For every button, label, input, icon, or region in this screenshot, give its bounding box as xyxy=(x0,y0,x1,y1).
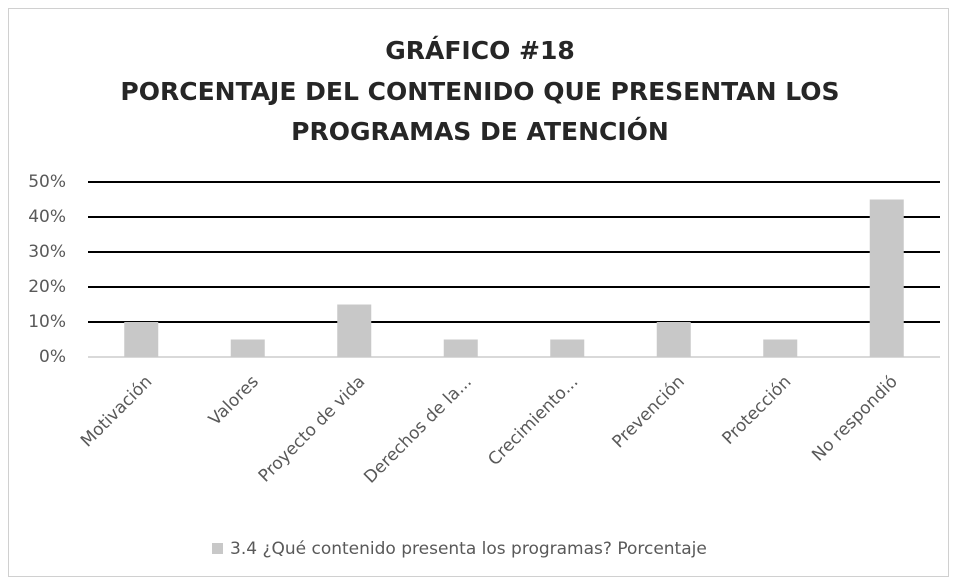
title-line: GRÁFICO #18 xyxy=(385,36,575,65)
chart-frame xyxy=(8,8,949,577)
bar xyxy=(656,322,691,357)
legend-swatch xyxy=(212,543,223,554)
bar xyxy=(763,339,798,357)
y-tick-label: 10% xyxy=(28,312,66,332)
y-tick-label: 40% xyxy=(28,207,66,227)
chart-title: GRÁFICO #18 PORCENTAJE DEL CONTENIDO QUE… xyxy=(120,36,839,146)
bar xyxy=(124,322,159,357)
bar xyxy=(869,199,904,357)
title-line: PROGRAMAS DE ATENCIÓN xyxy=(291,116,669,146)
y-tick-label: 0% xyxy=(39,347,66,367)
bar xyxy=(443,339,478,357)
bar xyxy=(550,339,585,357)
bar xyxy=(337,304,372,357)
legend-label: 3.4 ¿Qué contenido presenta los programa… xyxy=(230,539,707,559)
y-tick-label: 30% xyxy=(28,242,66,262)
y-tick-label: 20% xyxy=(28,277,66,297)
y-tick-label: 50% xyxy=(28,172,66,192)
title-line: PORCENTAJE DEL CONTENIDO QUE PRESENTAN L… xyxy=(120,77,839,106)
bar xyxy=(230,339,265,357)
